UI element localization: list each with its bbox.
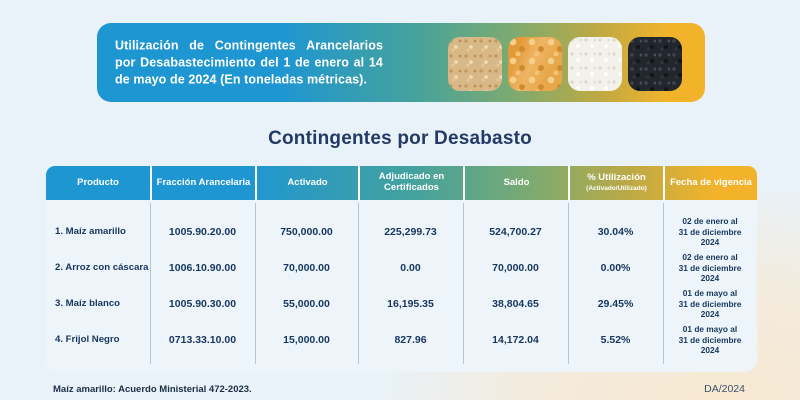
col-header-utilizacion-label: % Utilización xyxy=(587,172,646,184)
banner-title: Utilización de Contingentes Arancelarios… xyxy=(115,38,383,86)
cell-utilizacion: 30.04% xyxy=(597,225,634,238)
col-header-utilizacion: % Utilización (Activado/Utilizado) xyxy=(568,166,663,200)
table-row: 3. Maíz blanco 1005.90.30.00 55,000.00 1… xyxy=(46,286,757,322)
vigencia-line: 31 de diciembre xyxy=(678,298,742,309)
table-header-row: Producto Fracción Arancelaria Activado A… xyxy=(46,166,757,200)
frijol-negro-image xyxy=(628,37,682,91)
contingentes-table: Producto Fracción Arancelaria Activado A… xyxy=(46,166,757,372)
cell-activado: 750,000.00 xyxy=(280,225,333,238)
cell-saldo: 38,804.65 xyxy=(492,297,539,310)
cell-fraccion: 1005.90.30.00 xyxy=(168,297,237,310)
vigencia-line: 31 de diciembre xyxy=(678,334,742,345)
cell-producto: 1. Maíz amarillo xyxy=(55,226,126,238)
cell-saldo: 14,172.04 xyxy=(492,333,539,346)
cell-vigencia: 02 de enero al 31 de diciembre 2024 xyxy=(663,216,757,247)
cell-producto: 2. Arroz con cáscara xyxy=(55,262,149,274)
vigencia-line: 31 de diciembre xyxy=(678,262,742,273)
vigencia-line: 31 de diciembre xyxy=(678,226,742,237)
arroz-blanco-image xyxy=(568,37,622,91)
cell-adjudicado: 16,195.35 xyxy=(387,297,434,310)
col-header-adjudicado: Adjudicado en Certificados xyxy=(358,166,463,200)
vigencia-line: 2024 xyxy=(700,345,720,356)
col-header-utilizacion-sub: (Activado/Utilizado) xyxy=(586,185,647,193)
table-row: 2. Arroz con cáscara 1006.10.90.00 70,00… xyxy=(46,250,757,286)
cell-vigencia: 01 de mayo al 31 de diciembre 2024 xyxy=(663,324,757,355)
vigencia-line: 02 de enero al xyxy=(682,252,738,263)
cell-vigencia: 02 de enero al 31 de diciembre 2024 xyxy=(663,252,757,283)
cell-saldo: 70,000.00 xyxy=(492,261,539,274)
cell-producto: 4. Frijol Negro xyxy=(55,334,120,346)
col-header-saldo: Saldo xyxy=(463,166,568,200)
col-header-fraccion-arancelaria: Fracción Arancelaria xyxy=(150,166,255,200)
cell-fraccion: 1005.90.20.00 xyxy=(168,225,237,238)
document-code: DA/2024 xyxy=(704,383,745,395)
page-title: Contingentes por Desabasto xyxy=(268,128,532,149)
table-body: 1. Maíz amarillo 1005.90.20.00 750,000.0… xyxy=(46,200,757,372)
cell-adjudicado: 827.96 xyxy=(394,333,427,346)
cell-activado: 55,000.00 xyxy=(283,297,330,310)
footnote: Maíz amarillo: Acuerdo Ministerial 472-2… xyxy=(53,384,252,395)
vigencia-line: 2024 xyxy=(700,237,720,248)
cell-saldo: 524,700.27 xyxy=(489,225,542,238)
cell-utilizacion: 5.52% xyxy=(600,333,631,346)
cell-fraccion: 0713.33.10.00 xyxy=(168,333,237,346)
cell-producto: 3. Maíz blanco xyxy=(55,298,121,310)
grain-photos-strip xyxy=(448,37,682,91)
col-header-activado: Activado xyxy=(255,166,358,200)
table-row: 1. Maíz amarillo 1005.90.20.00 750,000.0… xyxy=(46,214,757,250)
vigencia-line: 01 de mayo al xyxy=(682,288,738,299)
col-header-fecha-vigencia: Fecha de vigencia xyxy=(663,166,757,200)
cell-vigencia: 01 de mayo al 31 de diciembre 2024 xyxy=(663,288,757,319)
cell-utilizacion: 0.00% xyxy=(600,261,631,274)
table-row: 4. Frijol Negro 0713.33.10.00 15,000.00 … xyxy=(46,322,757,358)
col-header-producto: Producto xyxy=(77,176,119,188)
cell-activado: 70,000.00 xyxy=(283,261,330,274)
header-banner: Utilización de Contingentes Arancelarios… xyxy=(97,23,705,102)
maiz-amarillo-grain-image xyxy=(448,37,502,91)
vigencia-line: 02 de enero al xyxy=(682,216,738,227)
cell-adjudicado: 0.00 xyxy=(400,261,421,274)
cell-adjudicado: 225,299.73 xyxy=(384,225,437,238)
cell-utilizacion: 29.45% xyxy=(597,297,634,310)
cell-activado: 15,000.00 xyxy=(283,333,330,346)
cell-fraccion: 1006.10.90.00 xyxy=(168,261,237,274)
vigencia-line: 2024 xyxy=(700,309,720,320)
maiz-kernels-image xyxy=(508,37,562,91)
vigencia-line: 2024 xyxy=(700,273,720,284)
vigencia-line: 01 de mayo al xyxy=(682,324,738,335)
